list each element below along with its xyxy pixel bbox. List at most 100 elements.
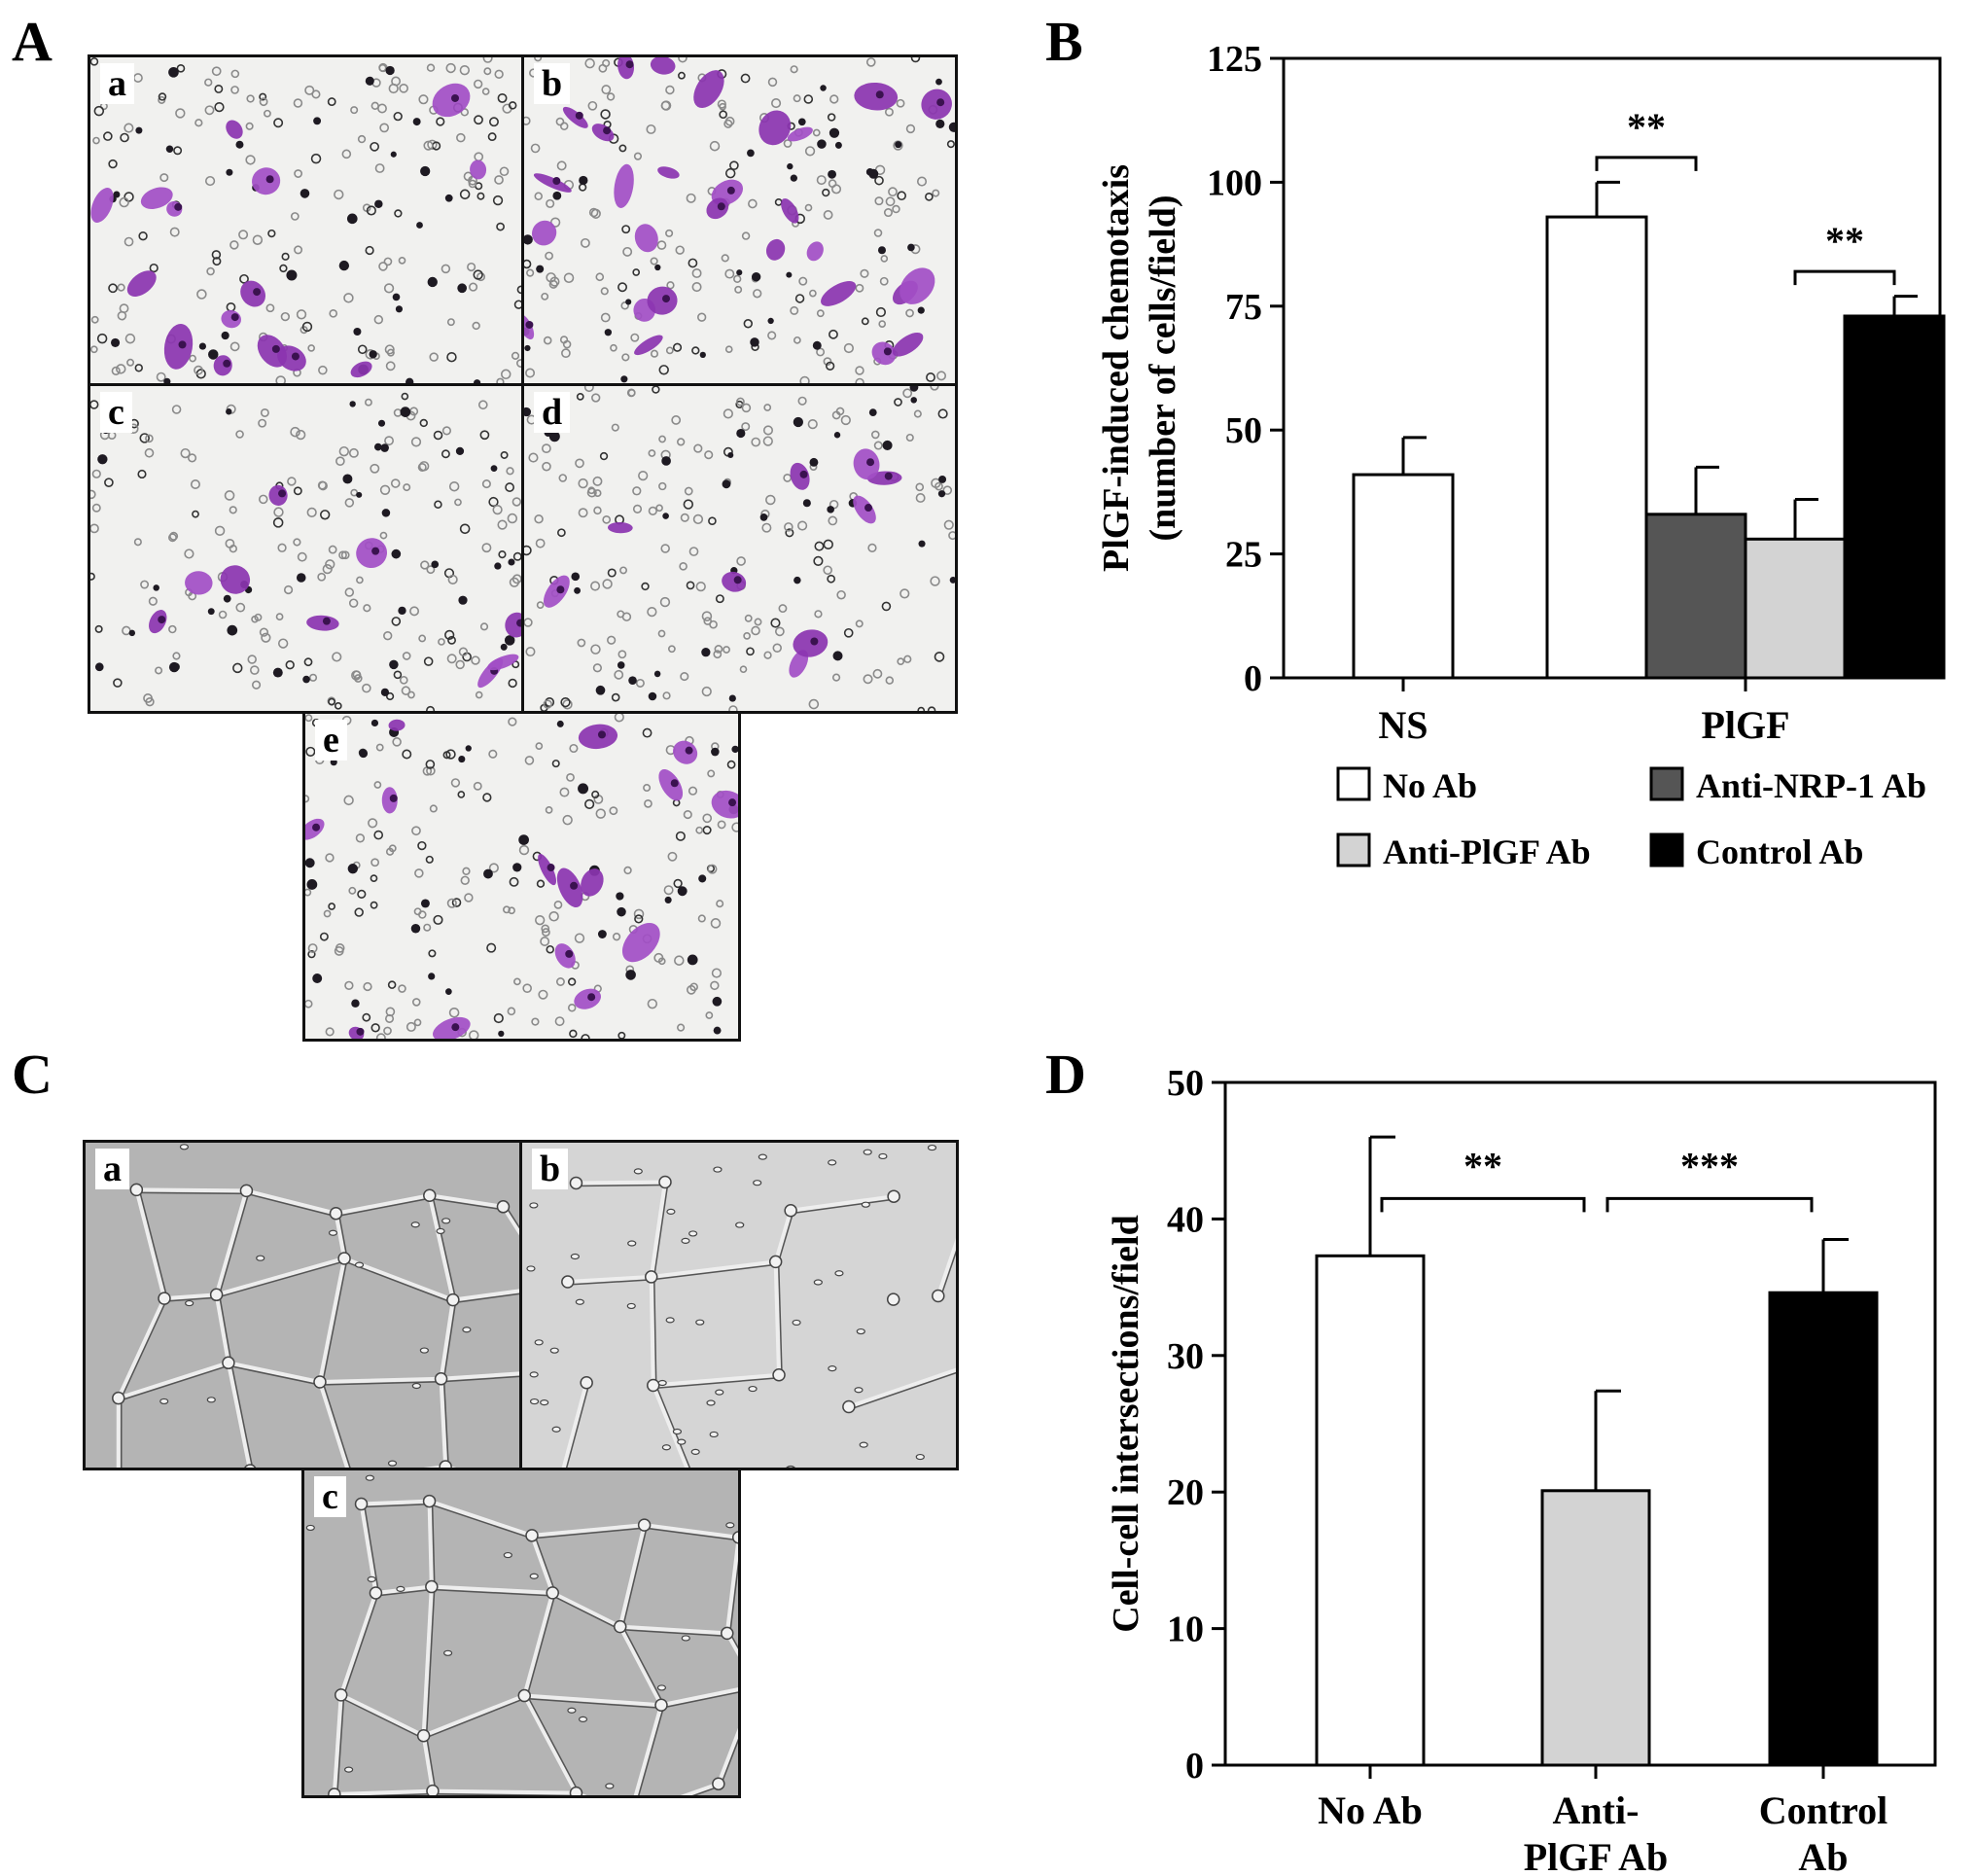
micrograph-c-b-image (522, 1143, 956, 1468)
membrane-pore (90, 572, 95, 581)
chart-b-significance-label: ** (1627, 105, 1666, 149)
single-cell (753, 1180, 762, 1186)
cell-cluster (354, 1497, 369, 1511)
membrane-pore (511, 497, 521, 507)
membrane-pore (273, 118, 284, 128)
membrane-pore (555, 977, 565, 986)
cell-nucleus (271, 344, 280, 353)
membrane-pore (506, 467, 514, 476)
dark-pore (445, 988, 452, 995)
dark-pore (381, 509, 391, 517)
membrane-pore (617, 650, 627, 659)
membrane-pore (855, 283, 864, 293)
membrane-pore (843, 627, 854, 638)
membrane-pore (861, 317, 869, 326)
cell-tube (334, 1213, 347, 1259)
single-cell (503, 1551, 512, 1559)
membrane-pore (551, 760, 560, 768)
membrane-pore (772, 643, 782, 653)
membrane-pore (394, 209, 403, 218)
cell-cluster (416, 1728, 431, 1743)
membrane-pore (617, 1031, 626, 1039)
micrograph-a-b-label: b (534, 63, 571, 104)
cell-tube-edge (644, 1527, 738, 1541)
dark-pore (226, 408, 232, 415)
membrane-pore (937, 408, 948, 419)
membrane-pore (704, 450, 714, 460)
membrane-pore (881, 601, 892, 612)
dark-pore (661, 456, 671, 466)
membrane-pore (567, 977, 577, 986)
membrane-pore (648, 449, 656, 457)
single-cell (633, 1168, 643, 1175)
membrane-pore (318, 365, 328, 375)
membrane-pore (343, 293, 354, 303)
membrane-pore (155, 666, 163, 675)
membrane-pore (499, 166, 510, 177)
cell-tube-edge (322, 1381, 351, 1468)
membrane-pore (622, 246, 633, 257)
membrane-pore (94, 624, 103, 633)
membrane-pore (581, 1034, 590, 1039)
dark-pore (412, 118, 421, 126)
membrane-pore (714, 645, 723, 654)
membrane-pore (307, 344, 316, 352)
dark-pore (750, 337, 759, 347)
membrane-pore (683, 499, 694, 510)
membrane-pore (691, 282, 702, 293)
cell-tube (421, 1586, 434, 1736)
membrane-pore (378, 262, 388, 271)
cell-tube (522, 1694, 579, 1794)
membrane-pore (370, 901, 378, 909)
membrane-pore (338, 550, 347, 560)
membrane-pore (556, 160, 567, 171)
membrane-pore (554, 1016, 565, 1027)
cell-tube-edge (340, 1697, 424, 1740)
micrograph-c-a-image (86, 1143, 519, 1468)
membrane-pore (344, 980, 354, 991)
stained-cell (90, 188, 114, 223)
dark-pore (410, 924, 421, 934)
membrane-pore (247, 655, 257, 664)
panel-label-c: C (12, 1043, 53, 1106)
membrane-pore (363, 604, 371, 613)
chart-d-category-label: No Ab (1318, 1788, 1423, 1832)
cell-tube (335, 1193, 431, 1216)
membrane-pore (633, 908, 645, 920)
membrane-pore (235, 430, 244, 439)
membrane-pore (126, 358, 135, 367)
single-cell (758, 1153, 767, 1160)
membrane-pore (190, 478, 200, 490)
chart-b-legend-swatch (1649, 832, 1684, 867)
dark-pore (827, 506, 834, 513)
membrane-pore (726, 760, 736, 769)
membrane-pore (710, 980, 720, 991)
chart-b-bar (1744, 537, 1847, 680)
membrane-pore (797, 396, 807, 406)
single-cell (927, 1144, 937, 1151)
dark-pore (817, 139, 827, 149)
membrane-pore (401, 686, 411, 695)
cell-nucleus (726, 186, 735, 195)
dark-pore (604, 329, 613, 336)
membrane-pore (592, 476, 603, 486)
cell-nucleus (253, 288, 262, 297)
membrane-pore (444, 629, 455, 641)
membrane-pore (450, 778, 461, 788)
micrograph-a-a-image (90, 57, 521, 383)
cell-nucleus (733, 576, 742, 584)
membrane-pore (159, 173, 169, 183)
dark-pore (728, 694, 736, 702)
cell-cluster (647, 1378, 660, 1393)
membrane-pore (688, 258, 698, 268)
membrane-pore (91, 503, 101, 513)
single-cell (534, 1339, 544, 1346)
membrane-pore (555, 117, 565, 126)
stained-cell (617, 57, 635, 80)
membrane-pore (446, 654, 457, 664)
membrane-pore (860, 268, 869, 278)
single-cell (656, 1684, 667, 1691)
membrane-pore (433, 430, 443, 441)
cell-tube-edge (691, 1786, 720, 1795)
membrane-pore (149, 263, 159, 273)
